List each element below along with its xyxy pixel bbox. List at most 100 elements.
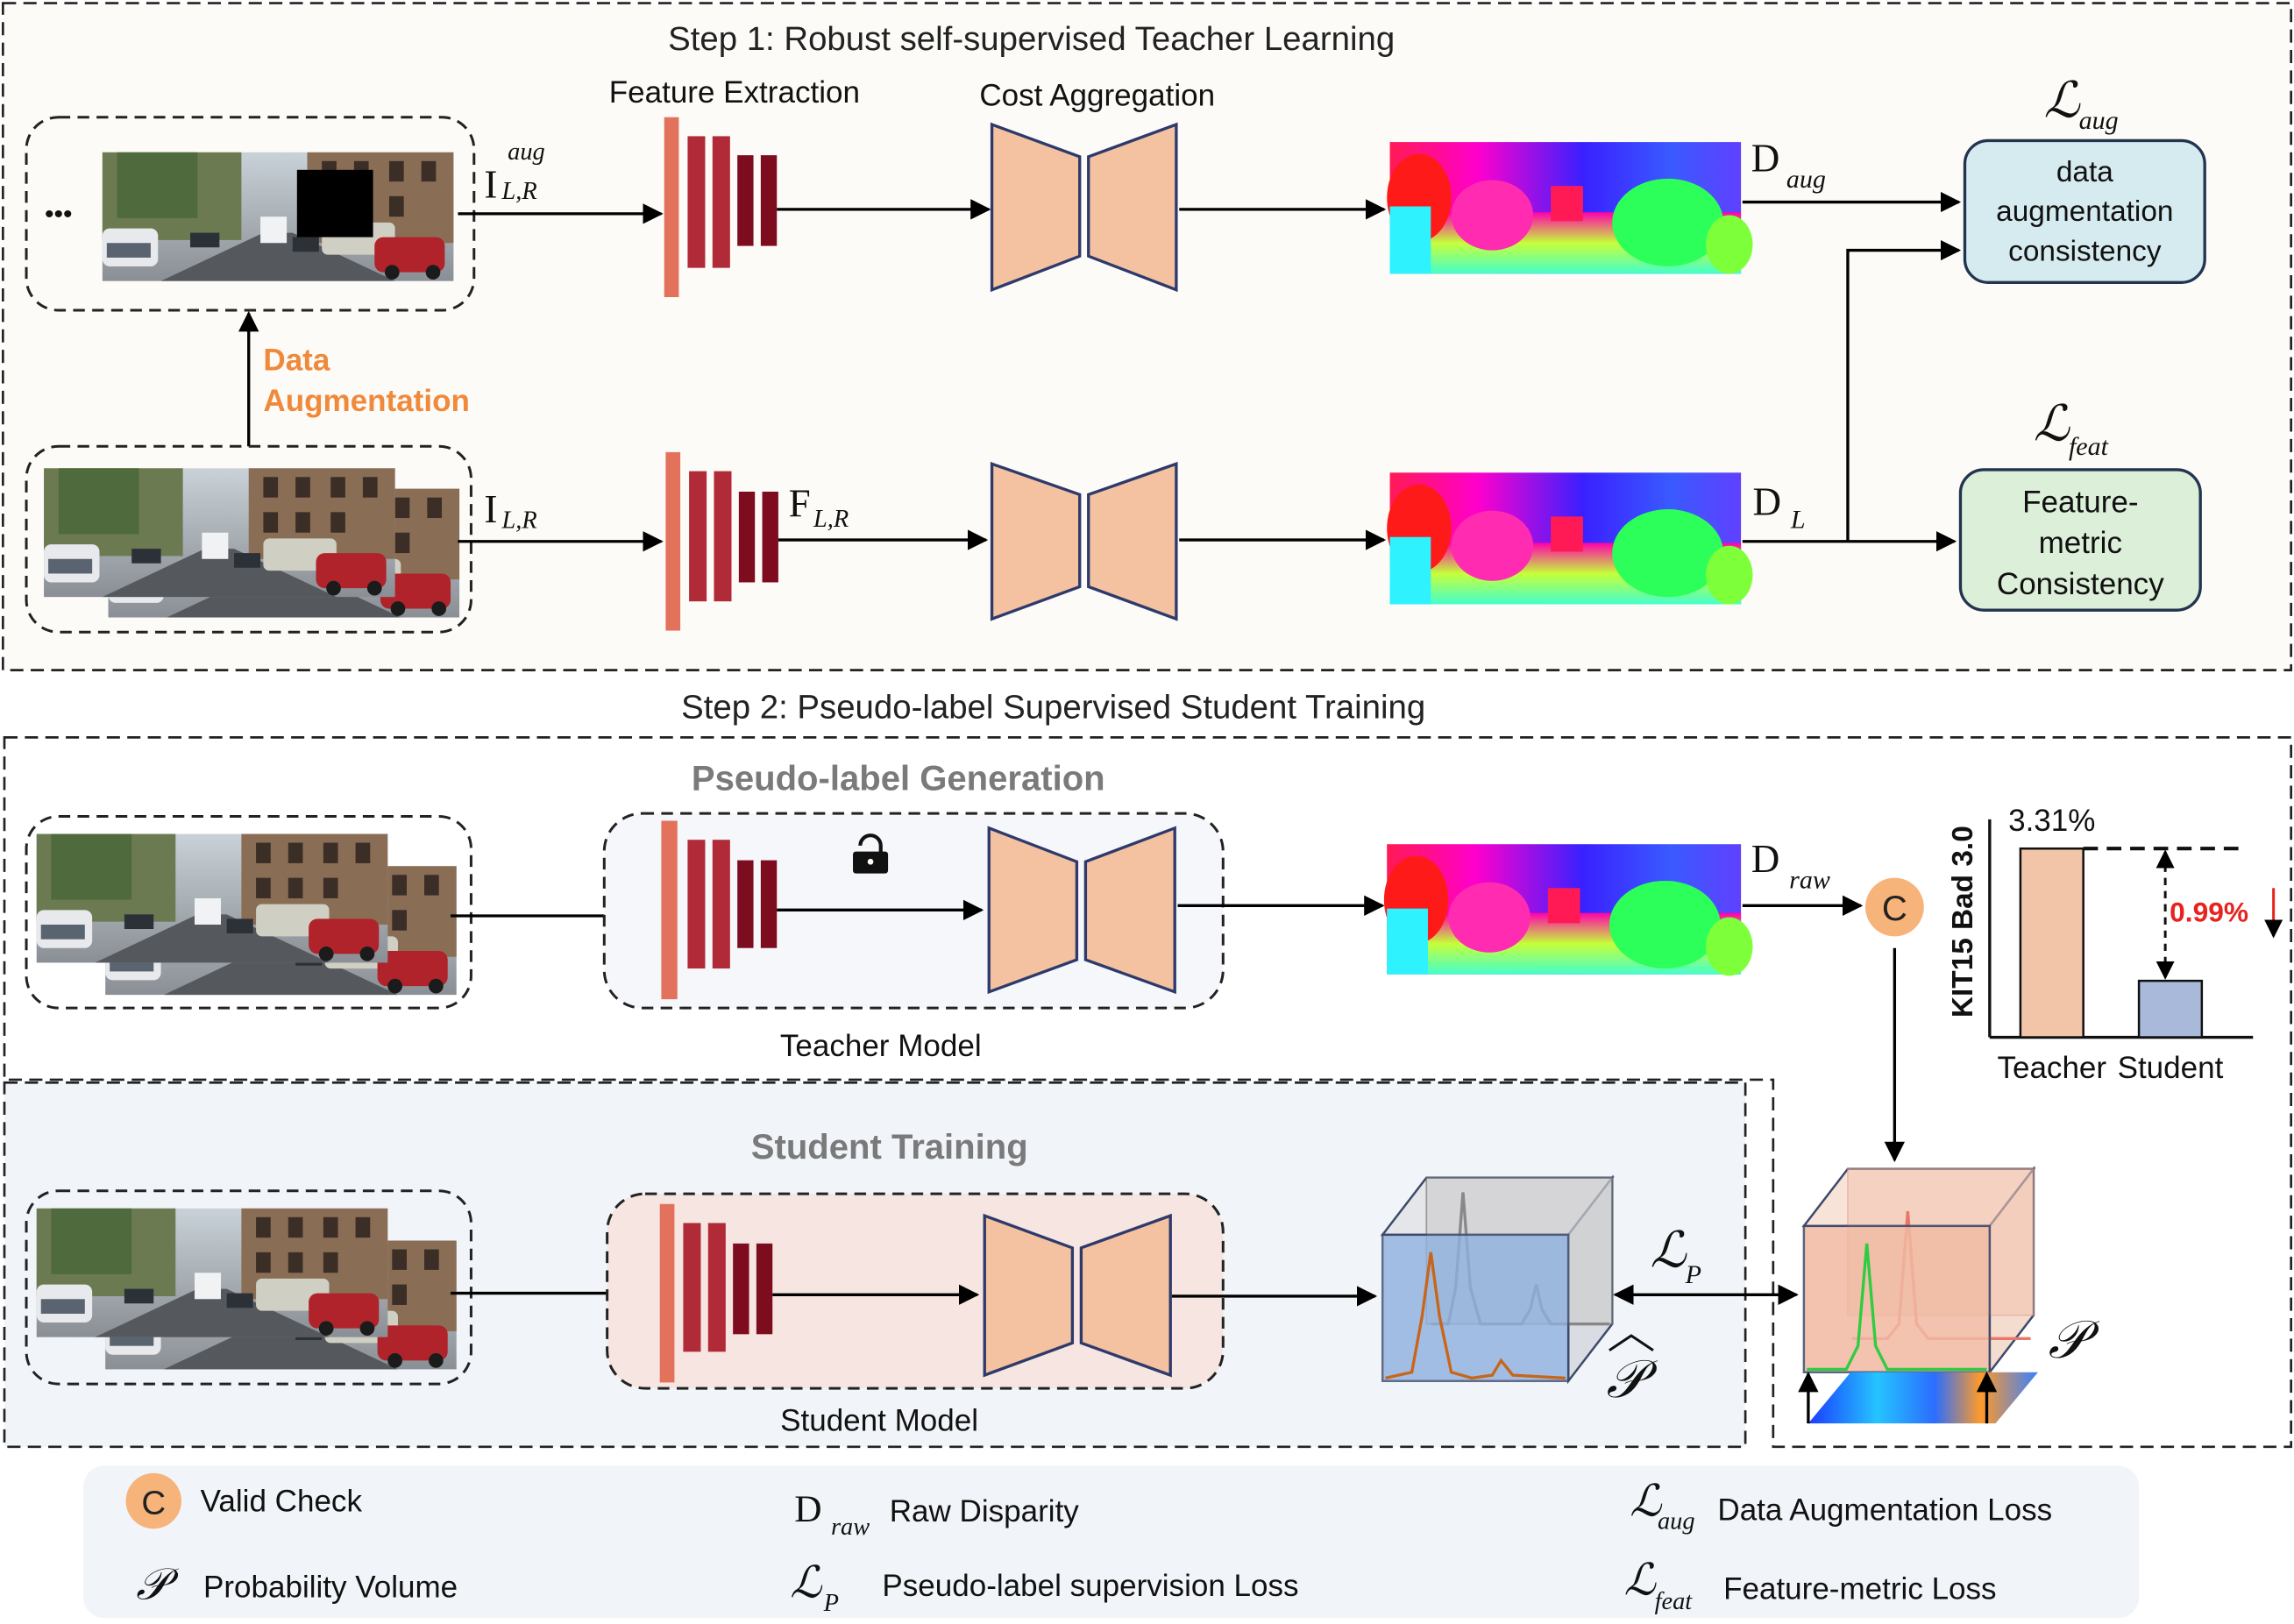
- svg-text:aug: aug: [2079, 106, 2119, 135]
- d-raw-label: D raw: [1751, 837, 1830, 894]
- arrow-dl-to-loss-aug: [1846, 239, 1962, 542]
- svg-text:aug: aug: [1786, 165, 1826, 194]
- svg-text:ℒ: ℒ: [2034, 397, 2070, 452]
- disparity-map-aug: [1387, 142, 1753, 274]
- data-augmentation-label-2: Augmentation: [263, 384, 469, 418]
- i-label: I L,R: [484, 487, 536, 535]
- step2-title: Step 2: Pseudo-label Supervised Student …: [681, 689, 1425, 727]
- svg-text:aug: aug: [508, 138, 545, 166]
- legend-loss-feat-icon: ℒ feat: [1624, 1555, 1694, 1615]
- cost-aggregation-label: Cost Aggregation: [979, 78, 1215, 112]
- svg-text:ℒ: ℒ: [1624, 1555, 1657, 1604]
- feature-extractor: [665, 451, 778, 631]
- student-model-label: Student Model: [780, 1403, 978, 1437]
- original-stereo-image: [44, 468, 460, 618]
- svg-text:P: P: [823, 1590, 839, 1617]
- pseudo-label-generation-title: Pseudo-label Generation: [692, 759, 1105, 798]
- svg-text:raw: raw: [831, 1514, 870, 1541]
- teacher-model-label: Teacher Model: [780, 1029, 982, 1063]
- svg-text:I: I: [484, 163, 497, 207]
- loss-feat-box: [1958, 468, 2202, 612]
- legend-panel: [83, 1465, 2140, 1619]
- svg-text:P: P: [1685, 1260, 1701, 1289]
- legend-raw-disparity: Raw Disparity: [890, 1494, 1080, 1528]
- feature-extraction-label: Feature Extraction: [609, 75, 860, 110]
- teacher-image-group: [25, 815, 472, 1010]
- student-training-title: Student Training: [751, 1128, 1028, 1167]
- chart-y-label: KIT15 Bad 3.0: [1947, 826, 1979, 1018]
- loss-aug-box-line2: augmentation: [1996, 195, 2173, 228]
- svg-text:D: D: [1751, 837, 1780, 881]
- augmented-stereo-image: [102, 152, 454, 281]
- target-probability-volume: [1798, 1166, 2038, 1424]
- svg-text:ℒ: ℒ: [1630, 1476, 1662, 1525]
- loss-feat-box-line3: Consistency: [1997, 567, 2164, 601]
- student-cost-aggregation: [983, 1213, 1172, 1378]
- loss-aug-symbol: ℒ aug: [2044, 74, 2119, 135]
- legend-loss-aug-icon: ℒ aug: [1630, 1476, 1694, 1535]
- svg-text:L,R: L,R: [501, 178, 536, 205]
- valid-check-icon: C: [1864, 877, 1924, 937]
- teacher-feature-extractor: [661, 820, 778, 1000]
- loss-p-symbol: ℒ P: [1651, 1223, 1701, 1289]
- cost-aggregation-aug: [990, 122, 1178, 293]
- lock-icon: [853, 833, 889, 874]
- legend-d-raw-icon: D raw: [794, 1488, 870, 1541]
- loss-aug-box-line3: consistency: [2008, 235, 2162, 267]
- svg-text:raw: raw: [1789, 865, 1830, 894]
- tick-label-teacher: Teacher: [1997, 1051, 2106, 1085]
- original-image-group: [25, 444, 472, 634]
- difference-annotation: 0.99%: [2170, 897, 2248, 928]
- svg-text:I: I: [484, 487, 497, 531]
- value-label-teacher: 3.31%: [2008, 804, 2095, 838]
- svg-text:D: D: [794, 1488, 821, 1530]
- svg-text:D: D: [1752, 480, 1781, 524]
- legend-probability-volume: Probability Volume: [203, 1571, 458, 1605]
- loss-aug-box: [1963, 138, 2206, 284]
- svg-text:L: L: [1790, 506, 1806, 535]
- svg-text:L,R: L,R: [501, 507, 536, 535]
- loss-feat-box-line2: metric: [2039, 526, 2122, 560]
- legend-feature-metric-loss: Feature-metric Loss: [1723, 1571, 1996, 1606]
- svg-text:feat: feat: [1655, 1588, 1694, 1615]
- bar-student: [2137, 979, 2204, 1039]
- svg-text:D: D: [1751, 136, 1780, 180]
- svg-text:F: F: [789, 481, 811, 525]
- legend-data-aug-loss: Data Augmentation Loss: [1717, 1493, 2052, 1527]
- ellipsis: •••: [45, 200, 73, 229]
- loss-aug-box-line1: data: [2056, 156, 2113, 188]
- svg-text:C: C: [1882, 890, 1907, 928]
- svg-text:ℒ: ℒ: [2044, 74, 2081, 129]
- student-feature-extractor: [659, 1203, 773, 1383]
- i-aug-label: I aug L,R: [484, 138, 544, 206]
- svg-text:C: C: [141, 1485, 166, 1522]
- loss-feat-box-line1: Feature-: [2022, 485, 2138, 519]
- cost-aggregation: [990, 461, 1178, 621]
- svg-text:aug: aug: [1658, 1507, 1695, 1535]
- legend-valid-check: Valid Check: [201, 1484, 363, 1518]
- disparity-map-raw: [1383, 844, 1753, 976]
- legend-valid-check-icon: C: [125, 1472, 181, 1529]
- svg-text:feat: feat: [2069, 432, 2109, 461]
- tick-label-student: Student: [2118, 1051, 2224, 1085]
- student-image-group: [25, 1189, 472, 1386]
- teacher-cost-aggregation: [987, 826, 1176, 995]
- predicted-probability-volume: [1380, 1174, 1615, 1385]
- d-aug-label: D aug: [1751, 136, 1826, 193]
- legend-loss-p-icon: ℒ P: [790, 1558, 839, 1617]
- data-augmentation-label-1: Data: [263, 343, 330, 377]
- p-hat-caret: [1609, 1334, 1654, 1351]
- svg-text:ℒ: ℒ: [1651, 1223, 1687, 1279]
- f-label: F L,R: [789, 481, 849, 533]
- d-l-label: D L: [1752, 480, 1805, 535]
- legend-pseudo-label-loss: Pseudo-label supervision Loss: [882, 1569, 1298, 1603]
- kit15-bar-chart: KIT15 Bad 3.0 Teacher 3.31% Student 0.99%: [1947, 804, 2283, 1085]
- bar-teacher: [2019, 847, 2084, 1039]
- step1-title: Step 1: Robust self-supervised Teacher L…: [668, 20, 1395, 58]
- svg-text:L,R: L,R: [813, 506, 849, 533]
- loss-feat-symbol: ℒ feat: [2034, 397, 2109, 462]
- disparity-map-l: [1387, 472, 1753, 605]
- svg-text:ℒ: ℒ: [790, 1558, 822, 1607]
- feature-extractor-aug: [664, 117, 778, 298]
